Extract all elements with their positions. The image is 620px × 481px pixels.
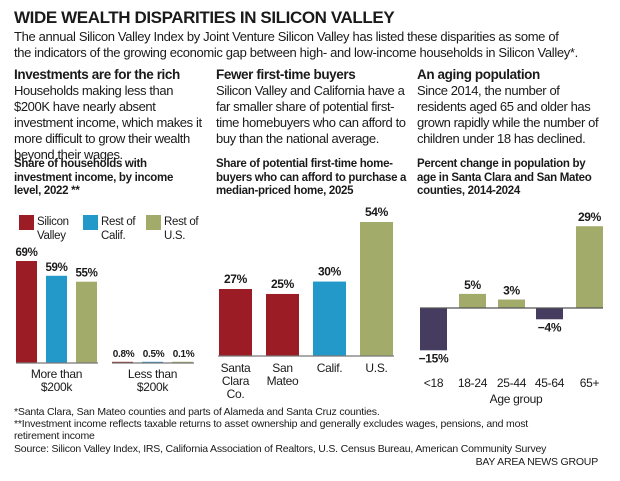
bar (360, 222, 393, 356)
footnote-2-line-1: **Investment income reflects taxable ret… (14, 418, 528, 430)
bar (266, 293, 299, 356)
data-label: 0.8% (113, 349, 135, 360)
legend-label: Rest of (101, 216, 136, 228)
bar (313, 281, 346, 356)
data-label: 54% (365, 205, 389, 219)
category-label: Clara (222, 374, 250, 388)
legend-label: Silicon (37, 216, 69, 228)
category-label: $200k (41, 380, 73, 394)
legend-swatch (83, 215, 98, 230)
bar (76, 281, 97, 363)
tick-label: <18 (424, 376, 444, 390)
legend-label: Rest of (164, 216, 199, 228)
column-heading-buyers: Fewer first-time buyers (216, 67, 356, 82)
chart-title-buyers: Share of potential first-time home-buyer… (216, 158, 407, 197)
category-label: Less than (128, 367, 177, 381)
tick-label: 18-24 (458, 376, 488, 390)
data-label: 59% (45, 262, 67, 274)
tick-label: 45-64 (535, 376, 565, 390)
data-label: 0.5% (143, 349, 165, 360)
legend-swatch (146, 215, 161, 230)
footnote-1: *Santa Clara, San Mateo counties and par… (14, 406, 380, 418)
category-label: Santa (221, 361, 251, 375)
column-heading-investments: Investments are for the rich (14, 67, 180, 82)
subtitle-line-2: the indicators of the growing economic g… (14, 45, 578, 60)
category-label: Calif. (317, 361, 343, 375)
category-label: More than (31, 367, 82, 381)
footnote-2-line-2: retirement income (14, 430, 95, 442)
data-label: 27% (224, 272, 248, 286)
column-body-buyers: Silicon Valley and California have a far… (216, 83, 406, 146)
tick-label: 65+ (580, 376, 600, 390)
bar (498, 299, 525, 308)
data-label: 55% (75, 268, 97, 280)
x-axis-label: Age group (490, 392, 543, 406)
data-label: 29% (578, 210, 602, 224)
bar (16, 261, 37, 363)
bar (459, 293, 486, 308)
data-label: −15% (419, 351, 449, 365)
source-note: Source: Silicon Valley Index, IRS, Calif… (14, 443, 547, 455)
data-label: −4% (538, 320, 562, 334)
data-label: 69% (15, 247, 37, 259)
tick-label: 25-44 (497, 376, 527, 390)
column-body-investments: Households making less than $200K have n… (14, 83, 202, 162)
data-label: 0.1% (173, 349, 195, 360)
chart-title-investments: Share of households with investment inco… (14, 158, 174, 197)
legend-label: Calif. (101, 230, 126, 242)
bar (219, 289, 252, 356)
data-label: 5% (464, 278, 481, 292)
column-heading-aging: An aging population (417, 67, 540, 82)
legend-label: Valley (37, 230, 66, 242)
category-label: U.S. (365, 361, 387, 375)
column-body-aging: Since 2014, the number of residents aged… (417, 83, 599, 146)
bar (420, 308, 447, 351)
data-label: 3% (503, 284, 520, 298)
bar (576, 226, 603, 308)
legend-label: U.S. (164, 230, 185, 242)
category-label: Mateo (267, 374, 299, 388)
bar (46, 275, 67, 363)
data-label: 25% (271, 277, 295, 291)
page-title: WIDE WEALTH DISPARITIES IN SILICON VALLE… (14, 8, 395, 27)
category-label: Co. (227, 387, 245, 401)
bar (536, 308, 563, 320)
credit: BAY AREA NEWS GROUP (475, 456, 599, 468)
category-label: $200k (137, 380, 169, 394)
data-label: 30% (318, 265, 342, 279)
subtitle-line-1: The annual Silicon Valley Index by Joint… (14, 29, 559, 44)
legend-swatch (19, 215, 34, 230)
chart-title-aging: Percent change in population by age in S… (417, 158, 592, 197)
category-label: San (272, 361, 292, 375)
